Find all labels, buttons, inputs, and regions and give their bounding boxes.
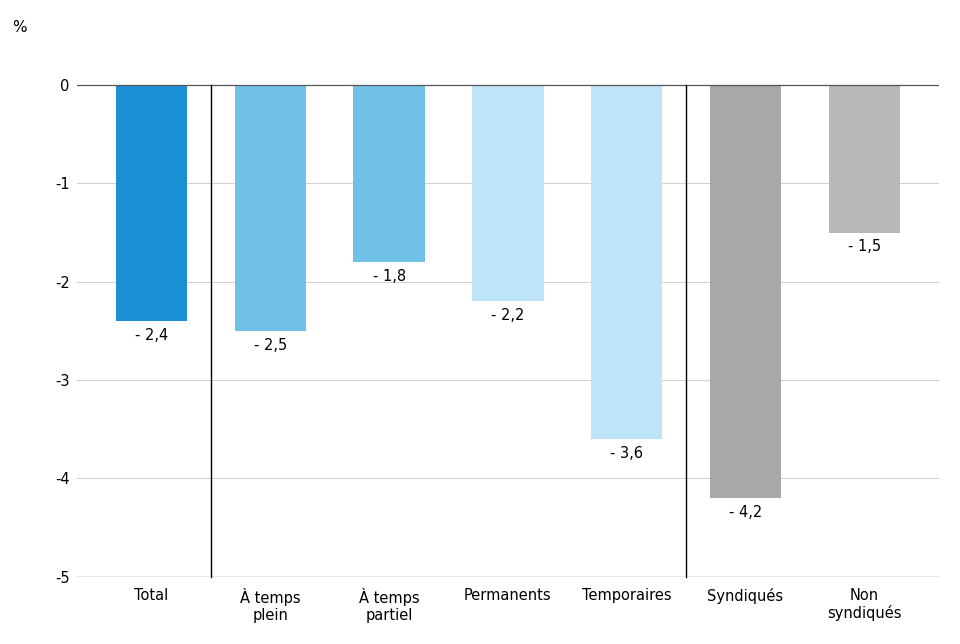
- Text: - 2,5: - 2,5: [253, 338, 287, 353]
- Bar: [234, 85, 306, 331]
- Text: - 2,2: - 2,2: [492, 308, 524, 323]
- Bar: [828, 85, 900, 232]
- Text: - 3,6: - 3,6: [611, 446, 643, 461]
- Text: - 4,2: - 4,2: [729, 505, 762, 520]
- Bar: [116, 85, 187, 321]
- Bar: [353, 85, 424, 262]
- Bar: [591, 85, 662, 439]
- Text: - 1,8: - 1,8: [372, 269, 406, 284]
- Text: - 2,4: - 2,4: [134, 328, 168, 343]
- Text: - 1,5: - 1,5: [848, 240, 881, 254]
- Bar: [709, 85, 781, 498]
- Bar: [472, 85, 543, 301]
- Text: %: %: [12, 20, 27, 35]
